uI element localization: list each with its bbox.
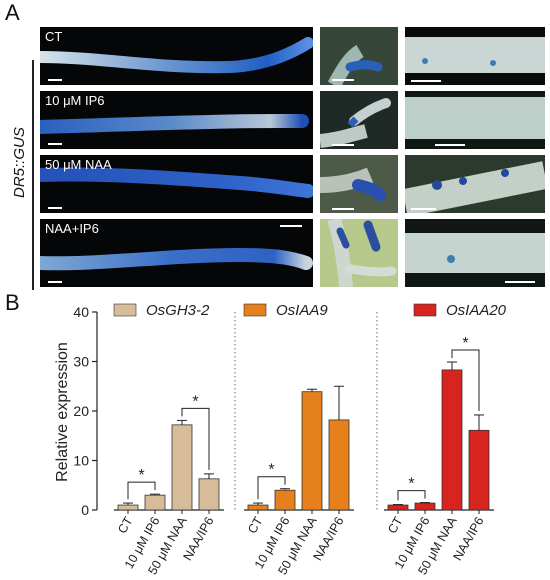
reporter-bracket (32, 60, 34, 290)
root-image-naa (40, 167, 313, 198)
panel-a-letter: A (5, 0, 20, 25)
significance-mark: * (268, 462, 274, 479)
bar (468, 429, 490, 511)
root-image-ct (40, 37, 313, 74)
root-closeup-photo-ct (405, 27, 545, 85)
lateral-root-image-naa (320, 155, 398, 213)
root-image-ip6 (40, 114, 309, 134)
bar (441, 369, 463, 511)
lateral-root-image-naa-ip6 (320, 219, 398, 287)
significance-bracket (397, 490, 426, 501)
scale-bar (332, 144, 354, 146)
root-photo-ct: CT (40, 27, 313, 85)
legend-swatch (113, 303, 137, 317)
significance-bracket (451, 349, 480, 411)
lateral-root-photo-ct (320, 27, 398, 85)
bar (274, 489, 296, 511)
scale-bar (505, 281, 535, 283)
row-label-naa-ip6: NAA+IP6 (45, 221, 99, 236)
bar (387, 504, 409, 511)
y-tick-label: 20 (73, 403, 89, 419)
legend-swatch (243, 303, 267, 317)
scale-bar (48, 79, 62, 81)
root-closeup-photo-ip6 (405, 91, 545, 149)
lateral-root-image-ct (320, 27, 398, 85)
scale-bar (411, 80, 441, 82)
panel-b-letter: B (5, 290, 20, 315)
legend-swatch (413, 303, 437, 317)
bar (328, 419, 350, 511)
bar (144, 494, 166, 511)
bar (171, 424, 193, 511)
root-closeup-image-naa-ip6 (405, 219, 545, 287)
bar (117, 504, 139, 511)
y-tick-label: 0 (81, 502, 89, 518)
y-tick-label: 30 (73, 354, 89, 370)
legend-label: OsIAA20 (446, 302, 507, 319)
scale-bar (411, 208, 436, 210)
root-closeup-image-ct (405, 37, 545, 73)
scale-bar (332, 208, 354, 210)
scale-bar (48, 207, 62, 209)
reporter-label: DR5::GUS (11, 127, 28, 198)
root-photo-ip6: 10 μM IP6 (40, 91, 313, 149)
scale-bar (435, 144, 465, 146)
legend-label: OsIAA9 (276, 302, 328, 319)
x-tick-label: CT (115, 514, 136, 536)
y-tick-label: 10 (73, 453, 89, 469)
root-closeup-photo-naa (405, 155, 545, 213)
significance-mark: * (408, 476, 414, 493)
root-closeup-photo-naa-ip6 (405, 219, 545, 287)
lateral-root-photo-ip6 (320, 91, 398, 149)
bar (414, 502, 436, 511)
root-image-naa-ip6 (40, 247, 313, 271)
significance-mark: * (138, 467, 144, 484)
scale-bar (48, 281, 62, 283)
root-closeup-image-naa (405, 155, 545, 213)
x-tick-label: CT (245, 514, 266, 536)
significance-mark: * (462, 335, 468, 352)
lateral-root-photo-naa (320, 155, 398, 213)
significance-mark: * (192, 393, 198, 410)
y-tick-label: 40 (73, 304, 89, 320)
y-axis-label: Relative expression (54, 342, 71, 482)
lateral-root-photo-naa-ip6 (320, 219, 398, 287)
x-tick-label: CT (385, 514, 406, 536)
root-closeup-image-ip6 (405, 91, 545, 149)
root-photo-naa-ip6: NAA+IP6 (40, 219, 313, 287)
root-photo-naa: 50 μM NAA (40, 155, 313, 213)
bar (247, 504, 269, 511)
lateral-root-image-ip6 (320, 91, 398, 149)
bar (198, 478, 220, 511)
scale-bar (280, 225, 302, 227)
row-label-ip6: 10 μM IP6 (45, 93, 105, 108)
significance-bracket (181, 407, 210, 470)
row-label-naa: 50 μM NAA (45, 157, 112, 172)
scale-bar (332, 79, 354, 81)
row-label-ct: CT (45, 29, 63, 44)
significance-bracket (127, 481, 156, 500)
scale-bar (48, 143, 62, 145)
legend-label: OsGH3-2 (146, 302, 210, 319)
significance-bracket (257, 476, 286, 500)
bar (301, 391, 323, 511)
